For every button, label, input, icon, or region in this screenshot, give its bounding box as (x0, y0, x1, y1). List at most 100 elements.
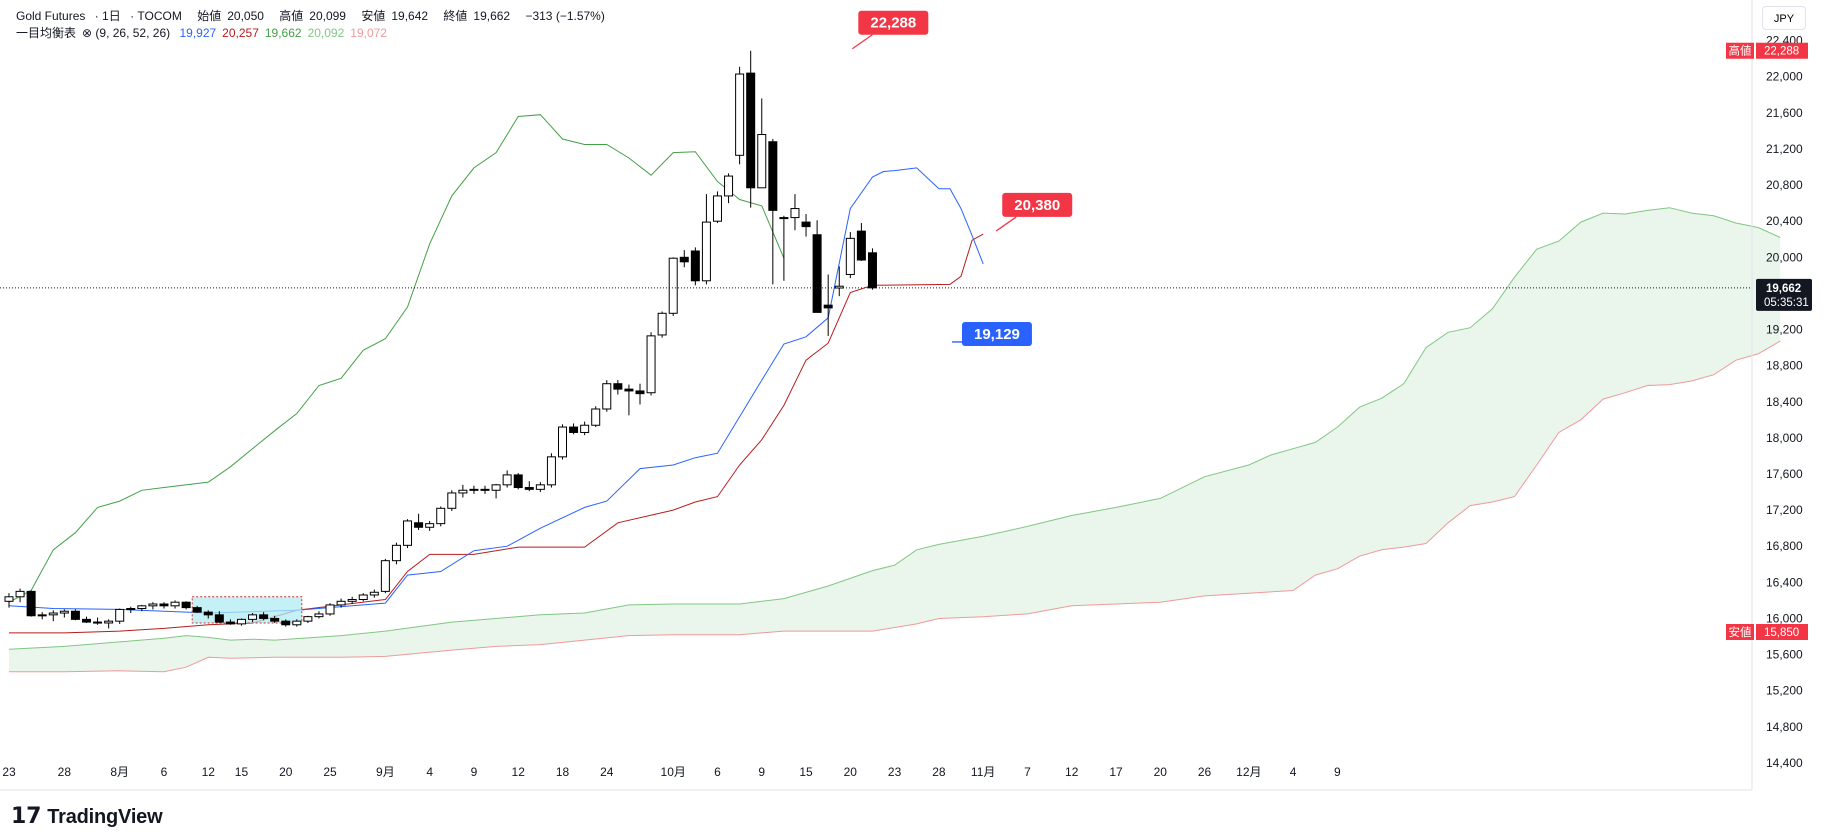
price-tick-label: 17,600 (1766, 467, 1803, 481)
candle (845, 232, 855, 279)
candle-body (790, 208, 800, 219)
candle-body (712, 195, 722, 222)
candle (126, 606, 136, 614)
price-tick-label: 14,800 (1766, 720, 1803, 734)
candle (668, 257, 678, 316)
candle (347, 596, 357, 605)
candle-body (613, 383, 623, 390)
candle (790, 194, 800, 231)
candle (37, 612, 47, 620)
time-tick-label: 6 (714, 765, 721, 779)
candle (248, 613, 258, 623)
price-axis-badges: 高値 22,288 安値 15,850 19,662 05:35:31 (1726, 42, 1812, 640)
candles (4, 50, 877, 629)
time-tick-label: 12 (202, 765, 216, 779)
candle (26, 590, 36, 617)
callout-box (858, 10, 929, 35)
senkou-span-b (9, 340, 1781, 673)
candle (4, 593, 14, 608)
candle-body (26, 590, 36, 617)
countdown-timer: 05:35:31 (1764, 297, 1809, 309)
candle (679, 250, 689, 268)
candle-body (15, 590, 25, 598)
candle-body (59, 610, 69, 614)
indicator-value: 19,072 (350, 26, 387, 40)
time-tick-label: 9 (1334, 765, 1341, 779)
candle (203, 610, 213, 619)
candle-body (757, 134, 767, 189)
candle-body (414, 522, 424, 528)
time-tick-label: 4 (426, 765, 433, 779)
candle (336, 598, 346, 608)
time-tick-label: 4 (1290, 765, 1297, 779)
time-tick-label: 9 (758, 765, 765, 779)
candle (104, 619, 114, 629)
candle-body (248, 614, 258, 620)
price-axis: 22,40022,00021,60021,20020,80020,40020,0… (1766, 34, 1803, 770)
candle-body (546, 456, 556, 486)
candle-body (425, 523, 435, 528)
time-tick-label: 6 (161, 765, 168, 779)
candle-body (779, 217, 789, 220)
high-badge: 高値 22,288 (1726, 42, 1808, 59)
candle-body (558, 426, 567, 458)
candle-body (469, 488, 479, 491)
candle (834, 266, 844, 297)
candle-body (657, 312, 667, 336)
candle (558, 424, 567, 460)
candle (314, 611, 324, 619)
callout-pointer (995, 216, 1017, 232)
indicator-value: 19,662 (264, 26, 302, 40)
candle-body (491, 484, 501, 491)
close-value: 終値 19,662 (443, 9, 511, 23)
candle-body (81, 618, 91, 623)
price-tick-label: 21,600 (1766, 106, 1803, 120)
time-tick-label: 23 (888, 765, 902, 779)
time-tick-label: 12 (512, 765, 526, 779)
indicator-name[interactable]: 一目均衡表 ⊗ (9, 26, 52, 26) (16, 26, 171, 40)
candle-body (602, 383, 612, 410)
candle (436, 506, 446, 527)
candle-body (126, 608, 136, 611)
candle-body (93, 621, 103, 624)
time-tick-label: 20 (1154, 765, 1168, 779)
time-tick-label: 18 (556, 765, 570, 779)
open-value: 始値 20,050 (197, 9, 264, 23)
last-price-badge-bg (1756, 278, 1812, 311)
time-tick-label: 9 (471, 765, 478, 779)
low-badge-value: 15,850 (1764, 627, 1799, 639)
price-callout: 19,129 (951, 321, 1032, 346)
candle (292, 619, 302, 627)
time-tick-label: 7 (1024, 765, 1031, 779)
callout-box (1002, 192, 1073, 217)
candle (325, 603, 335, 616)
currency-button[interactable]: JPY (1762, 6, 1806, 30)
price-callout: 20,380 (995, 192, 1073, 232)
symbol-name[interactable]: Gold Futures · 1日 · TOCOM (16, 9, 182, 23)
time-tick-label: 9月 (376, 765, 395, 779)
candle (148, 602, 158, 610)
candle (712, 191, 722, 224)
callout-value: 20,380 (1014, 197, 1060, 214)
highlight-box (191, 596, 303, 624)
price-tick-label: 20,000 (1766, 250, 1803, 264)
indicator-value: 20,257 (222, 26, 259, 40)
time-tick-label: 11月 (971, 765, 995, 779)
candle-body (812, 234, 822, 313)
callout-box (961, 321, 1032, 346)
price-tick-label: 14,400 (1766, 756, 1803, 770)
candle-body (403, 520, 413, 546)
price-tick-label: 17,200 (1766, 503, 1803, 517)
candle-body (458, 489, 468, 494)
candle-body (104, 620, 114, 624)
candle-body (735, 73, 745, 156)
candle (270, 615, 280, 623)
time-tick-label: 28 (932, 765, 946, 779)
candle-body (668, 257, 678, 314)
candle-body (48, 612, 58, 616)
callout-value: 22,288 (870, 15, 916, 32)
candle (768, 139, 778, 285)
candle-body (845, 237, 855, 275)
candle (801, 213, 811, 237)
